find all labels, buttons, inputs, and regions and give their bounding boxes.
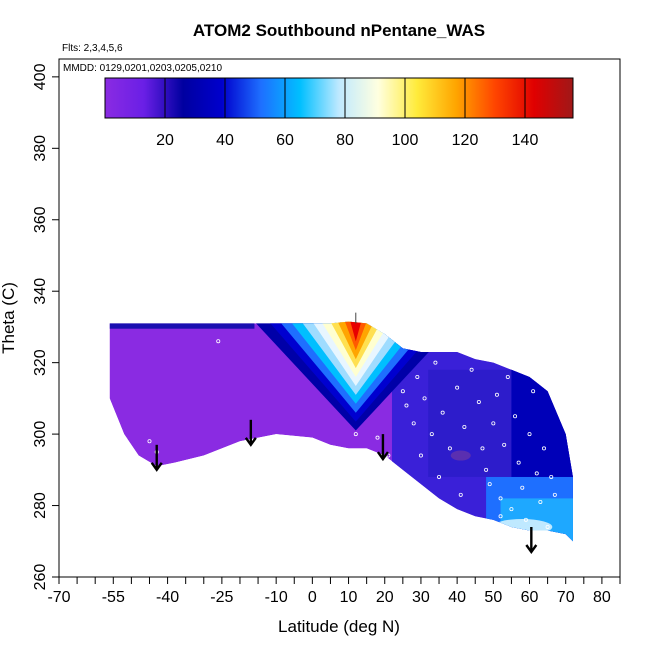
sample-point — [411, 421, 416, 426]
y-axis-label: Theta (C) — [0, 282, 18, 354]
nh-dark-blob — [450, 450, 471, 461]
x-axis-label: Latitude (deg N) — [278, 617, 400, 636]
sample-point — [509, 507, 514, 512]
y-tick-label: 260 — [32, 564, 49, 591]
sample-point — [552, 492, 557, 497]
x-tick-label: 30 — [412, 589, 430, 606]
x-tick-label: -40 — [156, 589, 179, 606]
sample-point — [375, 435, 380, 440]
colorbar-tick-label: 20 — [156, 132, 174, 149]
y-tick-label: 380 — [32, 135, 49, 162]
x-tick-label: 0 — [308, 589, 317, 606]
concentration-surface — [109, 312, 573, 542]
sample-point — [520, 485, 525, 490]
chart-title: ATOM2 Southbound nPentane_WAS — [193, 21, 485, 40]
sample-point — [491, 421, 496, 426]
x-tick-label: 10 — [340, 589, 358, 606]
nh-pale — [492, 518, 553, 535]
sample-point — [538, 499, 543, 504]
sample-point — [556, 539, 561, 544]
sample-point — [147, 439, 152, 444]
sample-point — [487, 482, 492, 487]
dates-label: MMDD: 0129,0201,0203,0205,0210 — [63, 63, 222, 74]
sample-point — [216, 339, 221, 344]
arrow-head — [150, 462, 163, 472]
y-tick-label: 320 — [32, 349, 49, 376]
x-tick-label: 20 — [376, 589, 394, 606]
sample-point — [458, 492, 463, 497]
sample-point — [440, 410, 445, 415]
y-tick-label: 360 — [32, 206, 49, 233]
sample-point — [494, 392, 499, 397]
x-tick-label: 80 — [593, 589, 611, 606]
colorbar-tick-label: 140 — [512, 132, 539, 149]
sample-point — [469, 367, 474, 372]
arrow-head — [244, 437, 257, 447]
sample-point — [527, 432, 532, 437]
top-band-left — [109, 321, 255, 329]
sample-point — [433, 360, 438, 365]
arrow-head — [376, 451, 389, 462]
colorbar-tick-label: 60 — [276, 132, 294, 149]
x-tick-label: -70 — [47, 589, 70, 606]
sample-point — [549, 474, 554, 479]
colorbar: 20 40 60 80 100 120 140 — [104, 77, 574, 149]
v-band — [350, 321, 362, 342]
x-tick-label: -55 — [102, 589, 125, 606]
sample-point — [473, 517, 478, 522]
colorbar-tick-label: 80 — [336, 132, 354, 149]
sample-point — [513, 414, 518, 419]
sample-point — [455, 385, 460, 390]
surface-group — [109, 321, 573, 542]
sample-point — [502, 442, 507, 447]
x-tick-label: 70 — [557, 589, 575, 606]
sample-point — [545, 524, 550, 529]
flights-label: Flts: 2,3,4,5,6 — [62, 43, 123, 54]
arrow-head — [525, 544, 538, 555]
x-tick-label: 60 — [521, 589, 539, 606]
sample-point — [484, 467, 489, 472]
sample-point — [480, 446, 485, 451]
sample-point — [541, 446, 546, 451]
colorbar-gradient — [104, 77, 574, 119]
x-tick-label: 40 — [448, 589, 466, 606]
sample-point — [429, 432, 434, 437]
y-tick-label: 300 — [32, 421, 49, 448]
colorbar-tick-label: 120 — [452, 132, 479, 149]
sample-point — [476, 399, 481, 404]
sample-point — [531, 389, 536, 394]
sample-point — [513, 532, 518, 537]
nh-yellow — [504, 530, 521, 539]
x-tick-label: -25 — [210, 589, 233, 606]
sample-point — [462, 424, 467, 429]
x-tick-label: 50 — [484, 589, 502, 606]
sample-point — [498, 496, 503, 501]
sample-point — [404, 403, 409, 408]
sample-point — [415, 374, 420, 379]
y-tick-label: 340 — [32, 278, 49, 305]
sample-point — [400, 389, 405, 394]
sample-point — [534, 471, 539, 476]
sample-point — [523, 517, 528, 522]
nh-blue — [511, 362, 573, 542]
tropopause-arrows — [150, 419, 538, 555]
sample-point — [437, 474, 442, 479]
y-tick-label: 280 — [32, 492, 49, 519]
x-tick-label: -10 — [265, 589, 288, 606]
plot-frame — [58, 58, 621, 578]
y-axis: 260 280 300 320 340 360 380 400 — [32, 63, 59, 590]
sample-point — [447, 446, 452, 451]
sample-point — [418, 453, 423, 458]
sample-points — [147, 339, 561, 544]
y-tick-label: 400 — [32, 63, 49, 90]
x-axis: -70 -55 -40 -25 -10 0 10 20 30 40 50 60 70 80 — [47, 577, 621, 606]
sample-point — [505, 374, 510, 379]
sample-point — [422, 396, 427, 401]
colorbar-tick-label: 100 — [392, 132, 419, 149]
sample-point — [498, 514, 503, 519]
sample-point — [353, 432, 358, 437]
colorbar-tick-label: 40 — [216, 132, 234, 149]
sample-point — [516, 460, 521, 465]
